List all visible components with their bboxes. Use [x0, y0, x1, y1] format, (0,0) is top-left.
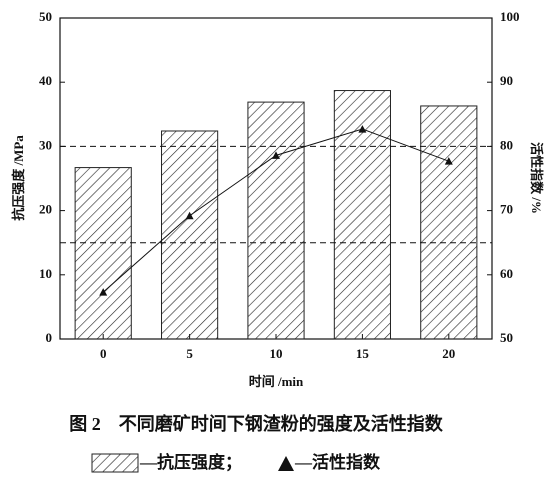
x-tick-label: 10 [270, 346, 283, 361]
legend-label: —活性指数 [294, 452, 381, 472]
y2-axis-label: 活性指数 /% [529, 142, 544, 214]
y2-tick-label: 60 [500, 266, 513, 281]
y-tick-label: 0 [46, 330, 53, 345]
chart-title: 图 2 不同磨矿时间下钢渣粉的强度及活性指数 [69, 413, 443, 434]
point [99, 288, 108, 296]
y-tick-label: 10 [39, 266, 52, 281]
y2-tick-label: 100 [500, 9, 520, 24]
point [185, 211, 194, 220]
x-tick-label: 0 [100, 346, 107, 361]
y2-tick-label: 90 [500, 73, 513, 88]
y-tick-label: 20 [39, 202, 52, 217]
point [358, 125, 367, 133]
x-tick-label: 20 [442, 346, 455, 361]
point [444, 157, 453, 165]
legend-marker [278, 456, 294, 471]
point [272, 151, 280, 159]
y-tick-label: 40 [39, 73, 52, 88]
y2-tick-label: 50 [500, 330, 513, 345]
y-tick-label: 30 [39, 137, 52, 152]
bar [420, 105, 478, 340]
bar [74, 167, 132, 340]
x-tick-label: 5 [186, 346, 193, 361]
x-axis-label: 时间 /min [249, 374, 304, 389]
legend-label: —抗压强度； [139, 452, 242, 472]
bar [161, 130, 219, 340]
y2-tick-label: 70 [500, 202, 513, 217]
x-tick-label: 15 [356, 346, 370, 361]
bar [247, 101, 305, 340]
legend-swatch [91, 453, 139, 473]
y-tick-label: 50 [39, 9, 52, 24]
y2-tick-label: 80 [500, 137, 513, 152]
y-axis-label: 抗压强度 /MPa [11, 135, 26, 221]
